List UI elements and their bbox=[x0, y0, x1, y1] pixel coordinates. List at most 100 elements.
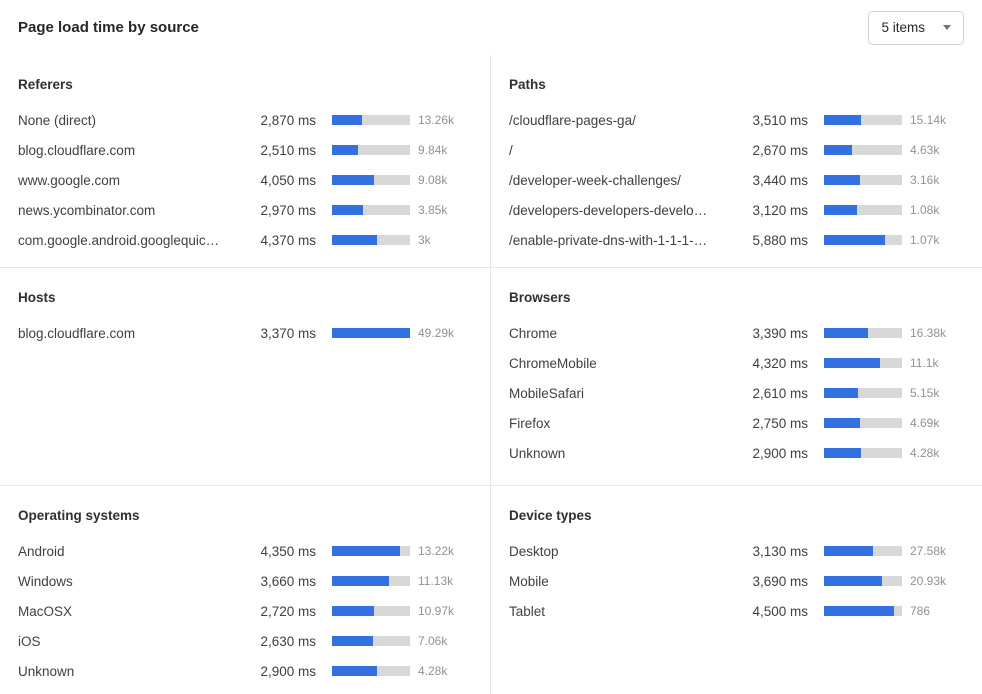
bar-track bbox=[824, 448, 902, 458]
panel-header: Page load time by source 5 items bbox=[0, 0, 982, 55]
section-title: Hosts bbox=[18, 290, 56, 305]
bar-track bbox=[332, 205, 410, 215]
row-count: 9.84k bbox=[418, 143, 448, 157]
row-label: Unknown bbox=[509, 445, 566, 461]
items-count-dropdown[interactable]: 5 items bbox=[868, 10, 964, 45]
row-ms-value: 3,370 ms bbox=[260, 325, 316, 341]
section-operating-systems: Operating systems Android 4,350 ms 13.22k … bbox=[0, 485, 491, 694]
row-ms-value: 3,390 ms bbox=[752, 325, 808, 341]
bar-fill bbox=[332, 606, 375, 616]
row-ms-value: 4,500 ms bbox=[752, 603, 808, 619]
row-ms-value: 2,970 ms bbox=[260, 202, 316, 218]
row-count: 7.06k bbox=[418, 634, 448, 648]
row-ms-value: 3,440 ms bbox=[752, 172, 808, 188]
section-browsers: Browsers Chrome 3,390 ms 16.38k ChromeMobi… bbox=[491, 267, 982, 485]
section-title: Operating systems bbox=[18, 508, 140, 523]
page-title: Page load time by source bbox=[18, 19, 199, 36]
bar-track bbox=[824, 388, 902, 398]
section-hosts: Hosts blog.cloudflare.com 3,370 ms 49.29k bbox=[0, 267, 491, 485]
section-title: Browsers bbox=[509, 290, 571, 305]
table-row: news.ycombinator.com 2,970 ms 3.85k bbox=[18, 195, 472, 225]
row-ms-value: 2,750 ms bbox=[752, 415, 808, 431]
bar-fill bbox=[332, 175, 375, 185]
bar-track bbox=[824, 606, 902, 616]
bar-track bbox=[824, 418, 902, 428]
bar-fill bbox=[332, 636, 374, 646]
row-label: None (direct) bbox=[18, 112, 97, 128]
bar-fill bbox=[824, 576, 882, 586]
row-ms-value: 3,690 ms bbox=[752, 573, 808, 589]
row-label: www.google.com bbox=[18, 172, 121, 188]
row-count: 3.85k bbox=[418, 203, 448, 217]
row-count: 4.28k bbox=[418, 664, 448, 678]
bar-fill bbox=[332, 205, 364, 215]
row-count: 27.58k bbox=[910, 544, 947, 558]
bar-track bbox=[332, 666, 410, 676]
row-ms-value: 2,720 ms bbox=[260, 603, 316, 619]
table-row: /developers-developers-developers/3,120 … bbox=[509, 195, 964, 225]
row-ms-value: 4,320 ms bbox=[752, 355, 808, 371]
table-row: /developer-week-challenges/3,440 ms 3.16k bbox=[509, 165, 964, 195]
row-count: 16.38k bbox=[910, 326, 947, 340]
table-row: Tablet 4,500 ms 786 bbox=[509, 596, 964, 626]
table-row: /cloudflare-pages-ga/3,510 ms 15.14k bbox=[509, 105, 964, 135]
table-row: Unknown 2,900 ms 4.28k bbox=[18, 656, 472, 686]
row-label: com.google.android.googlequicksearc… bbox=[18, 232, 232, 248]
row-label: blog.cloudflare.com bbox=[18, 142, 136, 158]
bar-fill bbox=[332, 328, 410, 338]
row-ms-value: 2,870 ms bbox=[260, 112, 316, 128]
bar-fill bbox=[824, 606, 895, 616]
bar-track bbox=[824, 546, 902, 556]
section-paths: Paths /cloudflare-pages-ga/3,510 ms 15.14… bbox=[491, 55, 982, 267]
row-count: 3.16k bbox=[910, 173, 940, 187]
row-count: 10.97k bbox=[418, 604, 455, 618]
bar-track bbox=[332, 636, 410, 646]
row-label: MobileSafari bbox=[509, 385, 585, 401]
row-label: iOS bbox=[18, 633, 41, 649]
bar-track bbox=[332, 235, 410, 245]
bar-fill bbox=[824, 235, 885, 245]
row-label: MacOSX bbox=[18, 603, 73, 619]
row-ms-value: 3,130 ms bbox=[752, 543, 808, 559]
row-label: Tablet bbox=[509, 603, 546, 619]
table-row: www.google.com 4,050 ms 9.08k bbox=[18, 165, 472, 195]
row-ms-value: 4,350 ms bbox=[260, 543, 316, 559]
row-ms-value: 3,120 ms bbox=[752, 202, 808, 218]
table-row: MacOSX 2,720 ms 10.97k bbox=[18, 596, 472, 626]
bar-fill bbox=[824, 418, 860, 428]
bar-track bbox=[824, 205, 902, 215]
table-row: com.google.android.googlequicksearc… 4,37… bbox=[18, 225, 472, 255]
bar-fill bbox=[332, 576, 389, 586]
bar-fill bbox=[824, 205, 857, 215]
row-ms-value: 4,370 ms bbox=[260, 232, 316, 248]
row-ms-value: 2,900 ms bbox=[260, 663, 316, 679]
row-ms-value: 3,510 ms bbox=[752, 112, 808, 128]
bar-track bbox=[332, 115, 410, 125]
row-ms-value: 2,900 ms bbox=[752, 445, 808, 461]
chevron-down-icon bbox=[943, 25, 951, 30]
table-row: Desktop 3,130 ms 27.58k bbox=[509, 536, 964, 566]
row-count: 13.26k bbox=[418, 113, 455, 127]
row-ms-value: 2,510 ms bbox=[260, 142, 316, 158]
row-count: 9.08k bbox=[418, 173, 448, 187]
bar-fill bbox=[824, 448, 862, 458]
bar-fill bbox=[332, 115, 362, 125]
bar-track bbox=[332, 175, 410, 185]
row-ms-value: 2,610 ms bbox=[752, 385, 808, 401]
row-count: 49.29k bbox=[418, 326, 455, 340]
bar-fill bbox=[332, 546, 400, 556]
bar-fill bbox=[332, 145, 358, 155]
row-label: /developers-developers-developers/ bbox=[509, 202, 724, 218]
row-count: 4.69k bbox=[910, 416, 940, 430]
table-row: Chrome 3,390 ms 16.38k bbox=[509, 318, 964, 348]
row-count: 1.08k bbox=[910, 203, 940, 217]
row-label: Mobile bbox=[509, 573, 549, 589]
row-count: 4.63k bbox=[910, 143, 940, 157]
bar-track bbox=[332, 576, 410, 586]
row-count: 13.22k bbox=[418, 544, 455, 558]
bar-track bbox=[824, 576, 902, 586]
row-count: 11.13k bbox=[418, 574, 454, 588]
row-count: 4.28k bbox=[910, 446, 940, 460]
table-row: None (direct) 2,870 ms 13.26k bbox=[18, 105, 472, 135]
row-label: Windows bbox=[18, 573, 73, 589]
